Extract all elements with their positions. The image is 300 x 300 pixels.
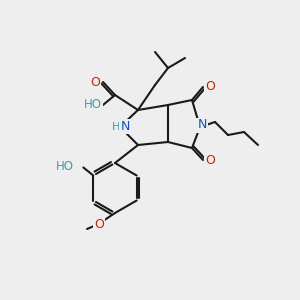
Text: O: O [205, 80, 215, 94]
Text: HO: HO [56, 160, 74, 173]
Text: N: N [120, 119, 130, 133]
Text: H: H [112, 122, 120, 132]
Text: O: O [205, 154, 215, 166]
Text: N: N [197, 118, 207, 131]
Text: O: O [90, 76, 100, 88]
Text: HO: HO [84, 98, 102, 112]
Text: O: O [94, 218, 104, 232]
